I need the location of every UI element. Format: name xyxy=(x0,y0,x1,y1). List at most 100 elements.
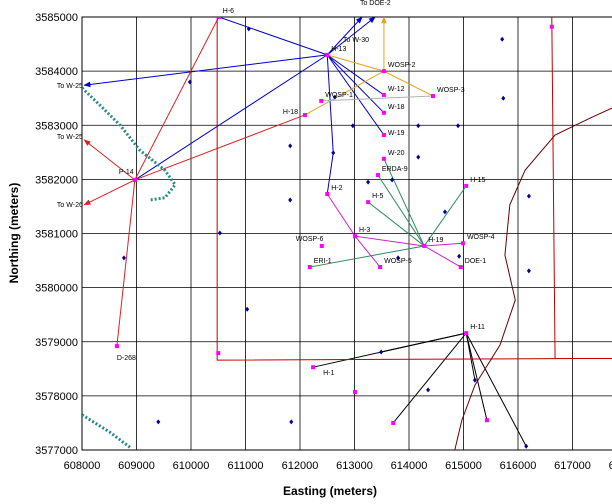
connector-line xyxy=(551,17,556,359)
well-marker xyxy=(378,265,383,270)
x-axis-title: Easting (meters) xyxy=(283,484,377,498)
well-label: H-18 xyxy=(283,109,298,116)
connector-line xyxy=(216,17,612,361)
labels: 608000 609000 610000 611000 612000 613000 6140… xyxy=(35,0,612,472)
well-marker xyxy=(217,230,222,236)
well-label: H-19 xyxy=(428,237,443,244)
well-marker xyxy=(121,255,126,261)
connector-line xyxy=(309,245,425,268)
well-marker xyxy=(325,191,330,196)
connector-line xyxy=(383,70,434,97)
well-marker xyxy=(288,143,293,149)
x-tick-label: 616000 xyxy=(500,460,537,472)
well-label: WOSP-4 xyxy=(467,234,495,241)
well-marker xyxy=(379,349,384,355)
connector-line xyxy=(465,332,476,381)
well-label: H-13 xyxy=(331,46,346,53)
well-label: WOSP-3 xyxy=(437,87,465,94)
connector-line xyxy=(327,54,385,72)
connector-line xyxy=(83,179,136,206)
well-marker xyxy=(132,177,137,182)
connector-line xyxy=(304,70,385,116)
well-marker xyxy=(216,17,221,19)
well-marker xyxy=(375,173,380,178)
well-marker xyxy=(501,95,506,101)
well-marker xyxy=(456,123,461,129)
x-tick-label: 618000 xyxy=(609,460,612,472)
well-label: H-15 xyxy=(470,177,485,184)
well-marker xyxy=(353,234,358,239)
well-marker xyxy=(366,179,371,185)
well-label: H-11 xyxy=(470,324,485,331)
well-marker xyxy=(426,387,431,393)
x-tick-label: 613000 xyxy=(336,460,373,472)
well-label: H-6 xyxy=(223,8,234,15)
well-marker xyxy=(353,390,358,395)
x-tick-label: 612000 xyxy=(282,460,319,472)
well-marker xyxy=(526,193,531,199)
well-label: W-20 xyxy=(388,150,405,157)
y-tick-label: 3584000 xyxy=(35,66,78,78)
well-marker xyxy=(319,98,324,103)
well-marker xyxy=(246,26,251,32)
connector-line xyxy=(424,242,463,247)
connector-line xyxy=(423,185,467,247)
shoreline xyxy=(82,86,178,202)
well-marker xyxy=(390,177,395,183)
connector-line xyxy=(424,245,462,268)
well-label: WOSP-1 xyxy=(325,92,353,99)
x-tick-label: 614000 xyxy=(391,460,428,472)
connector-line xyxy=(465,332,527,447)
well-marker xyxy=(442,209,447,215)
well-marker xyxy=(156,419,161,425)
connector-line xyxy=(392,332,467,424)
shoreline xyxy=(82,413,131,449)
well-marker xyxy=(484,418,489,423)
well-marker xyxy=(416,123,421,129)
annotation: To W-25 xyxy=(57,83,83,90)
x-tick-label: 610000 xyxy=(173,460,210,472)
well-marker xyxy=(216,351,221,356)
well-marker xyxy=(457,253,462,259)
connector-line xyxy=(465,332,488,421)
connector-line xyxy=(134,54,328,181)
connector-line xyxy=(326,54,385,96)
well-marker xyxy=(391,420,396,425)
well-marker xyxy=(245,306,250,312)
well-marker xyxy=(381,92,386,97)
well-label: H-5 xyxy=(372,193,383,200)
well-label: H-1 xyxy=(323,370,334,377)
plot-frame xyxy=(81,16,612,451)
well-marker xyxy=(460,241,465,246)
y-tick-label: 3585000 xyxy=(35,12,78,24)
connector-line xyxy=(354,235,381,268)
well-marker xyxy=(500,36,505,42)
well-marker xyxy=(381,69,386,74)
well-marker xyxy=(430,94,435,99)
well-label: W-12 xyxy=(388,86,405,93)
well-marker xyxy=(319,243,324,248)
well-marker xyxy=(422,243,427,248)
x-tick-label: 617000 xyxy=(554,460,591,472)
annotation: To W-30 xyxy=(343,37,369,44)
well-marker xyxy=(288,197,293,203)
well-marker xyxy=(332,94,337,100)
connector-line xyxy=(381,332,467,353)
well-label: W-18 xyxy=(388,104,405,111)
connector-line xyxy=(367,201,425,247)
connector-line xyxy=(83,139,136,181)
y-tick-label: 3577000 xyxy=(35,445,78,457)
well-label: WOSP-5 xyxy=(384,258,412,265)
connector-line xyxy=(116,179,136,347)
y-tick-label: 3581000 xyxy=(35,229,78,241)
well-label: H-2 xyxy=(331,185,342,192)
annotation: To W-26 xyxy=(57,202,83,209)
well-marker xyxy=(549,24,554,29)
well-label: WOSP-2 xyxy=(388,62,416,69)
well-marker xyxy=(396,255,401,261)
well-marker xyxy=(350,123,355,129)
annotation: To W-25 xyxy=(57,134,83,141)
well-marker xyxy=(381,110,386,115)
